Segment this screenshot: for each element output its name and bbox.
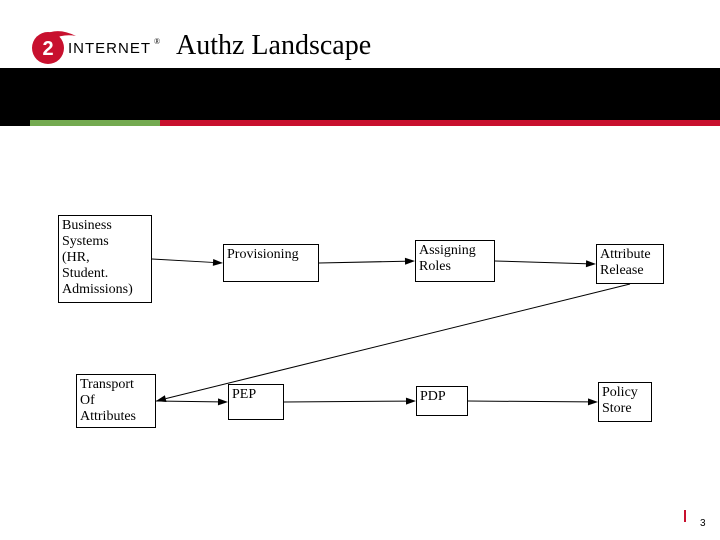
header-black-band — [0, 68, 720, 126]
internet2-logo: 2 INTERNET® — [30, 28, 160, 68]
slide-title: Authz Landscape — [176, 30, 371, 62]
page-number: 3 — [700, 518, 706, 529]
node-business: Business Systems (HR, Student. Admission… — [58, 215, 152, 303]
svg-text:INTERNET: INTERNET — [68, 40, 151, 57]
divider-green-bar — [30, 120, 160, 126]
svg-text:2: 2 — [42, 38, 53, 60]
node-assign: Assigning Roles — [415, 240, 495, 282]
divider-red-bar — [160, 120, 720, 126]
node-pdp: PDP — [416, 386, 468, 416]
slide-stage: 2 INTERNET® Authz Landscape Business Syst… — [0, 0, 720, 540]
node-transport: Transport Of Attributes — [76, 374, 156, 428]
svg-text:®: ® — [154, 37, 160, 46]
node-attrrel: Attribute Release — [596, 244, 664, 284]
node-pep: PEP — [228, 384, 284, 420]
internet2-logo-svg: 2 INTERNET® — [30, 28, 160, 68]
node-policy: Policy Store — [598, 382, 652, 422]
node-provision: Provisioning — [223, 244, 319, 282]
footer-accent-tick — [684, 510, 686, 522]
